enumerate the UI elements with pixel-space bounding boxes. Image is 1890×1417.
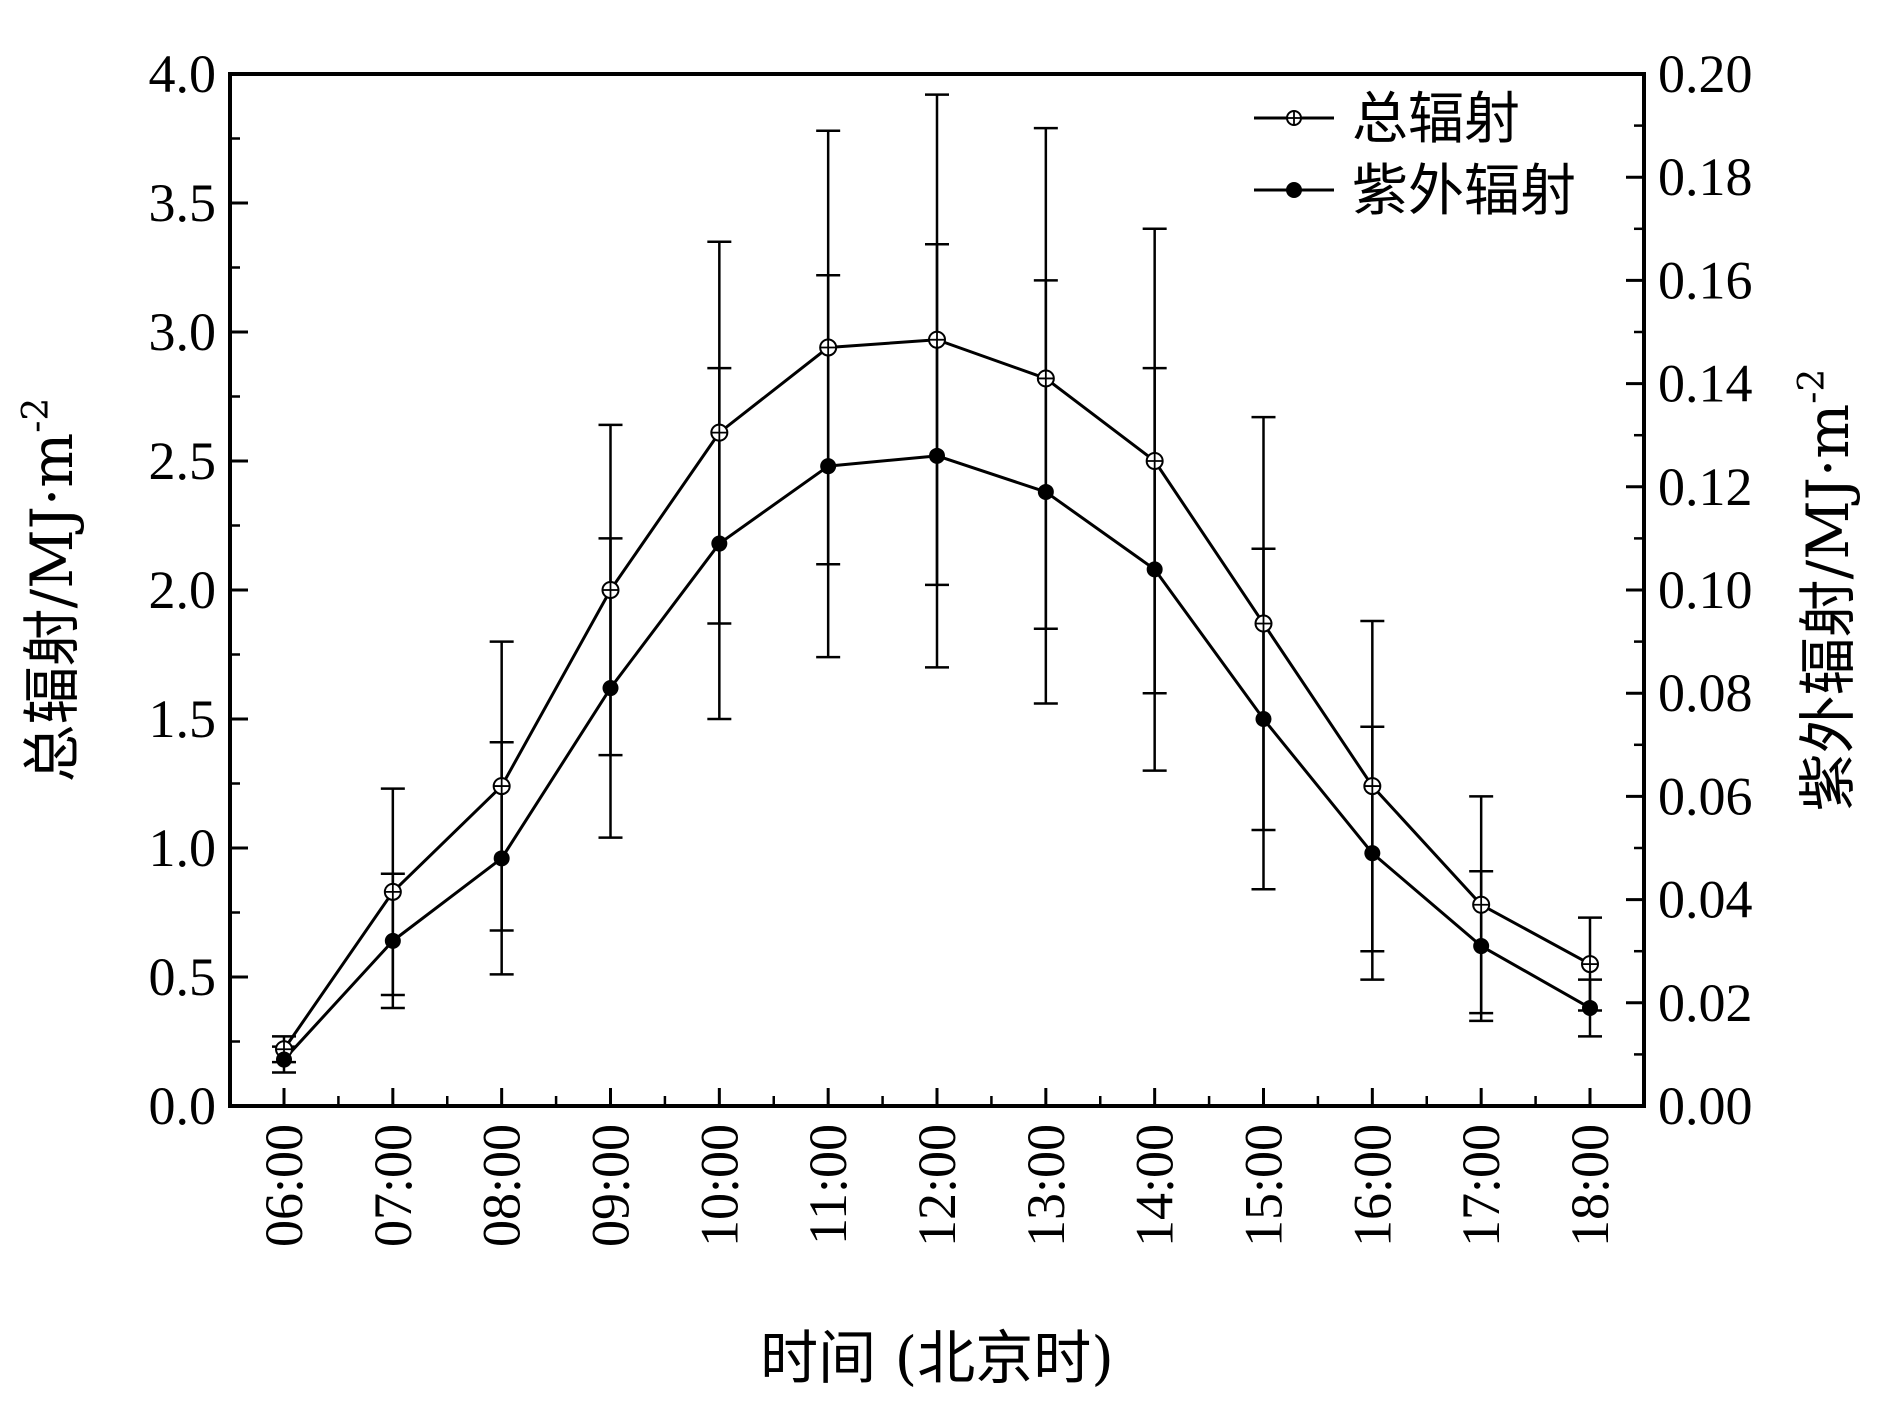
data-point-total [1145,452,1164,470]
x-tick-label: 07:00 [363,1124,423,1247]
data-point-uv [493,850,510,867]
data-point-uv [1582,999,1598,1016]
data-point-total [928,330,946,349]
data-point-total [601,581,620,599]
x-tick-label: 06:00 [254,1124,314,1247]
data-point-uv [711,535,728,552]
data-point-uv [384,932,401,949]
y-right-axis-title-sup: -2 [1792,369,1833,404]
legend: 总辐射 紫外辐射 [1254,87,1576,224]
data-point-total [1472,895,1491,914]
data-point-total [710,423,729,442]
data-point-uv [602,680,619,697]
legend-marker-uv [1286,182,1302,198]
x-tick-label: 09:00 [581,1124,641,1247]
legend-label-uv: 紫外辐射 [1352,159,1576,224]
axis-ticks [230,72,1644,1108]
y-right-tick-label: 0.02 [1658,973,1753,1033]
y-right-tick-label: 0.20 [1658,44,1753,104]
x-axis-title: 时间 (北京时) [760,1324,1114,1392]
error-bars [272,93,1602,1074]
y-left-tick-label: 2.5 [149,431,217,491]
y-right-tick-label: 0.10 [1658,560,1753,620]
legend-item-total: 总辐射 [1254,87,1520,152]
y-right-tick-label: 0.14 [1658,354,1753,414]
y-right-tick-label: 0.16 [1658,250,1753,310]
data-point-uv [1255,711,1272,727]
data-point-total [492,777,511,796]
y-right-tick-label: 0.00 [1658,1076,1753,1136]
data-point-uv [1037,483,1054,500]
y-right-tick-label: 0.06 [1658,766,1753,826]
y-left-tick-label: 1.5 [149,689,217,749]
y-left-tick-label: 3.5 [149,173,217,233]
x-tick-label: 11:00 [798,1124,858,1245]
y-right-tick-label: 0.08 [1658,663,1753,723]
data-point-uv [1146,561,1163,578]
data-point-uv [820,458,837,475]
tick-labels: 0.0 0.5 1.0 1.5 2.0 2.5 3.0 3.5 4.0 0.00 0.02 0.04 0… [149,44,1753,1247]
y-right-tick-label: 0.04 [1658,870,1753,930]
data-point-total [1581,955,1599,974]
y-left-axis-title-sup: -2 [16,398,57,433]
legend-item-uv: 紫外辐射 [1254,159,1576,224]
y-left-tick-label: 3.0 [149,302,217,362]
y-left-tick-label: 0.5 [149,947,217,1007]
x-tick-label: 15:00 [1234,1124,1294,1247]
x-tick-label: 12:00 [907,1124,967,1247]
data-point-total [383,882,402,901]
x-tick-label: 17:00 [1451,1124,1511,1247]
y-left-axis-title: 总辐射/MJ·m-2 [16,398,86,783]
y-left-tick-label: 2.0 [149,560,217,620]
data-point-total [1036,369,1055,388]
y-right-axis-title: 紫外辐射/MJ·m-2 [1792,369,1862,812]
x-tick-label: 18:00 [1560,1124,1620,1247]
x-tick-label: 13:00 [1016,1124,1076,1247]
series-markers [275,330,1599,1068]
data-point-total [1363,777,1382,796]
legend-label-total: 总辐射 [1352,87,1520,152]
data-point-uv [1364,845,1381,862]
data-point-uv [1473,938,1490,955]
x-tick-label: 10:00 [689,1124,749,1247]
data-point-total [819,338,838,357]
y-left-tick-label: 0.0 [149,1076,217,1136]
x-tick-label: 16:00 [1342,1124,1402,1247]
y-right-tick-label: 0.18 [1658,147,1753,207]
x-tick-label: 08:00 [472,1124,532,1247]
x-tick-label: 14:00 [1125,1124,1185,1247]
y-right-tick-label: 0.12 [1658,457,1753,517]
y-left-tick-label: 4.0 [149,44,217,104]
data-point-total [1254,614,1273,633]
data-point-uv [929,447,945,464]
y-left-tick-label: 1.0 [149,818,217,878]
data-point-uv [276,1051,292,1068]
